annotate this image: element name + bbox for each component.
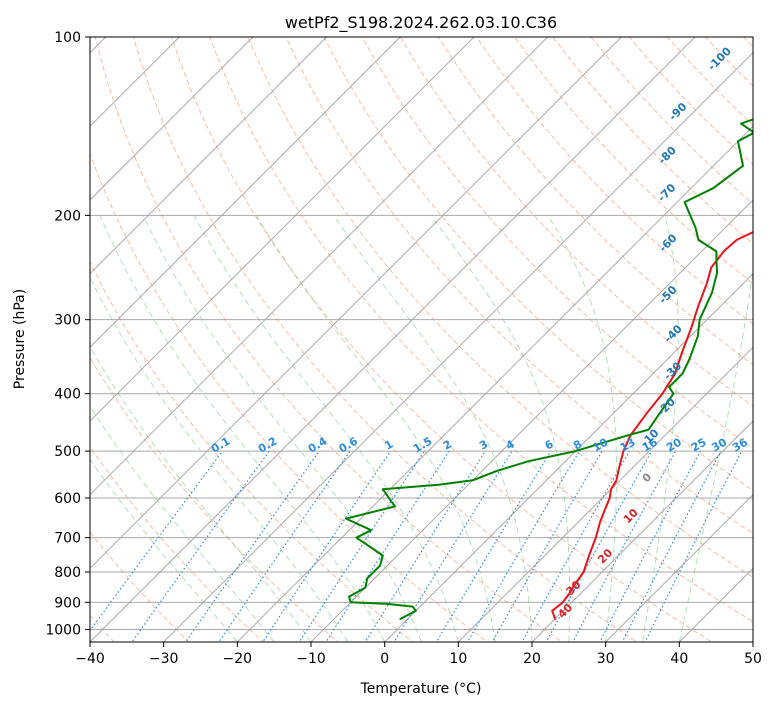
moist-adiabat — [90, 345, 312, 642]
profile-lines — [345, 118, 753, 620]
isotherm — [90, 37, 475, 422]
x-tick-label: 30 — [597, 651, 615, 667]
x-tick-label: 40 — [670, 651, 688, 667]
y-tick-label: 800 — [54, 565, 81, 581]
isotherm — [90, 37, 401, 349]
mixing-ratio-line — [131, 450, 270, 642]
mixing-ratio-line — [491, 450, 603, 642]
moist-adiabat — [90, 458, 238, 642]
y-tick-label: 600 — [54, 491, 81, 507]
y-tick-label: 400 — [54, 387, 81, 403]
isotherm — [90, 37, 696, 642]
mixing-ratio-line — [435, 450, 552, 642]
x-axis-label: Temperature (°C) — [360, 681, 482, 697]
mixing-ratio-line — [298, 450, 425, 642]
y-tick-label: 100 — [54, 30, 81, 46]
x-tick-label: 0 — [380, 651, 389, 667]
dry-adiabat — [90, 531, 190, 642]
x-tick-label: −30 — [149, 651, 179, 667]
mixing-ratio-line — [393, 450, 513, 642]
moist-adiabat — [333, 215, 533, 642]
x-tick-label: −40 — [75, 651, 105, 667]
mixing-ratio-line — [90, 450, 223, 632]
x-tick-label: −20 — [223, 651, 253, 667]
moist-adiabat — [193, 215, 459, 642]
temperature-profile — [551, 231, 753, 620]
y-tick-label: 700 — [54, 531, 81, 547]
dry-adiabat — [132, 37, 638, 642]
isotherm — [90, 37, 622, 570]
mixing-ratio-line — [218, 450, 351, 642]
y-tick-label: 900 — [54, 595, 81, 611]
moist-adiabat — [142, 215, 422, 642]
isotherm — [310, 199, 753, 642]
x-tick-label: 50 — [744, 651, 762, 667]
chart-title: wetPf2_S198.2024.262.03.10.C36 — [285, 13, 557, 33]
mixing-ratio-line — [466, 450, 580, 642]
mixing-ratio-line — [364, 450, 486, 642]
moist-adiabat — [642, 215, 679, 642]
isotherm — [605, 493, 753, 642]
background-lines — [90, 37, 753, 642]
isotherm — [90, 37, 254, 201]
moist-adiabat — [99, 215, 386, 642]
moist-adiabat — [90, 276, 349, 642]
y-tick-label: 200 — [54, 208, 81, 224]
mixing-ratio-line — [572, 450, 677, 642]
y-tick-label: 300 — [54, 313, 81, 329]
plot-frame — [89, 36, 754, 643]
dewpoint-profile — [345, 118, 753, 620]
axes: −40 −30 −20 −10 0 10 20 30 40 50 100 200 300 400 500 60… — [45, 30, 762, 667]
dry-adiabat — [323, 37, 753, 491]
isotherm — [457, 346, 753, 642]
isotherm — [236, 125, 753, 642]
dry-adiabat — [399, 37, 753, 407]
mixing-ratio-line — [599, 450, 702, 642]
y-tick-label: 1000 — [45, 622, 81, 638]
moist-adiabat — [547, 215, 617, 642]
x-tick-label: −10 — [296, 651, 326, 667]
isotherm — [531, 420, 753, 642]
isotherm — [163, 51, 753, 642]
x-tick-label: 10 — [449, 651, 467, 667]
y-axis-label: Pressure (hPa) — [12, 289, 28, 389]
mixing-ratio-line — [325, 450, 450, 642]
moist-adiabat — [678, 265, 753, 642]
isotherm — [90, 37, 549, 496]
moist-adiabat — [90, 405, 275, 642]
dry-adiabat — [437, 37, 753, 366]
moist-adiabat — [430, 215, 571, 642]
x-tick-label: 20 — [523, 651, 541, 667]
isotherm — [90, 37, 328, 275]
y-tick-label: 500 — [54, 444, 81, 460]
mixing-ratio-line — [262, 450, 392, 642]
